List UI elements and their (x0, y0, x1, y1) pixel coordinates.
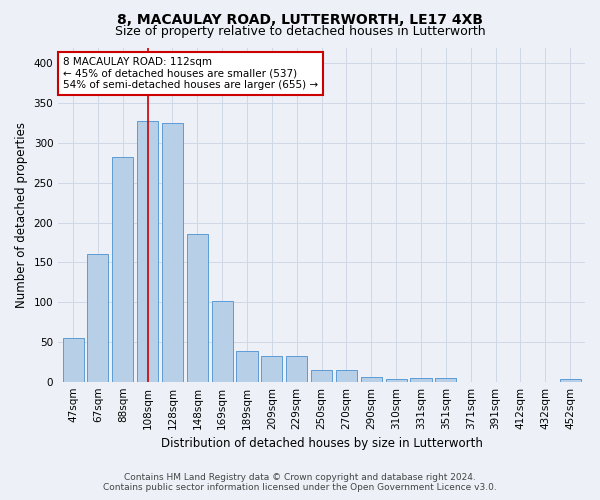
Bar (386, 380, 407, 382)
Bar (560, 380, 581, 382)
Bar (88, 254, 109, 382)
Bar (236, 352, 257, 382)
Bar (435, 378, 457, 382)
X-axis label: Distribution of detached houses by size in Lutterworth: Distribution of detached houses by size … (161, 437, 482, 450)
Bar (187, 234, 208, 382)
Bar (112, 156, 133, 382)
Bar (361, 377, 382, 382)
Text: 8 MACAULAY ROAD: 112sqm
← 45% of detached houses are smaller (537)
54% of semi-d: 8 MACAULAY ROAD: 112sqm ← 45% of detache… (63, 57, 318, 90)
Bar (162, 123, 183, 382)
Bar (336, 370, 357, 382)
Y-axis label: Number of detached properties: Number of detached properties (15, 122, 28, 308)
Bar (137, 120, 158, 382)
Bar (62, 338, 83, 382)
Text: Contains HM Land Registry data © Crown copyright and database right 2024.
Contai: Contains HM Land Registry data © Crown c… (103, 473, 497, 492)
Bar (212, 300, 233, 382)
Bar (286, 356, 307, 382)
Bar (311, 370, 332, 382)
Bar (410, 378, 431, 382)
Bar (262, 356, 283, 382)
Text: 8, MACAULAY ROAD, LUTTERWORTH, LE17 4XB: 8, MACAULAY ROAD, LUTTERWORTH, LE17 4XB (117, 12, 483, 26)
Text: Size of property relative to detached houses in Lutterworth: Size of property relative to detached ho… (115, 25, 485, 38)
